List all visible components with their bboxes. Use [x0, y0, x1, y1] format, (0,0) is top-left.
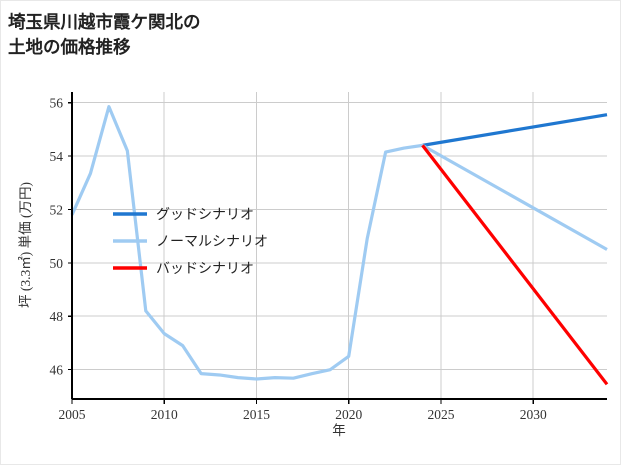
y-axis-ticks: 46 48 50 52 54 56 [50, 96, 72, 378]
series-line-0 [422, 113, 608, 147]
y-tick-label-48: 48 [50, 309, 64, 324]
legend-label-0: グッドシナリオ [156, 207, 254, 223]
y-tick-label-52: 52 [50, 202, 64, 217]
x-tick-label-2030: 2030 [520, 407, 547, 422]
x-tick-label-2010: 2010 [151, 407, 178, 422]
x-tick-label-2020: 2020 [335, 407, 362, 422]
legend-item-1[interactable]: ノーマルシナリオ [113, 235, 268, 250]
x-tick-label-2005: 2005 [59, 407, 86, 422]
y-tick-label-46: 46 [50, 363, 64, 378]
x-axis-label: 年 [332, 423, 346, 438]
y-tick-label-50: 50 [50, 256, 64, 271]
y-tick-label-56: 56 [50, 96, 64, 111]
x-tick-label-2015: 2015 [243, 407, 270, 422]
legend-label-2: バッドシナリオ [156, 262, 254, 277]
y-tick-label-54: 54 [50, 149, 64, 164]
series-layer [70, 105, 609, 386]
axis-layer [70, 92, 607, 401]
series-line-1 [70, 105, 608, 381]
x-axis-ticks: 2005 2010 2015 2020 2025 2030 [59, 399, 547, 422]
chart-title-line-2: 土地の価格推移 [8, 37, 131, 57]
legend-label-1: ノーマルシナリオ [156, 235, 268, 250]
legend-item-0[interactable]: グッドシナリオ [113, 207, 254, 223]
x-tick-label-2025: 2025 [427, 407, 454, 422]
legend-item-2[interactable]: バッドシナリオ [113, 262, 254, 277]
series-line-2 [421, 144, 609, 386]
chart-title-line-1: 埼玉県川越市霞ケ関北の [8, 12, 201, 32]
y-axis-label: 坪 (3.3㎡) 単価 (万円) [18, 182, 33, 308]
